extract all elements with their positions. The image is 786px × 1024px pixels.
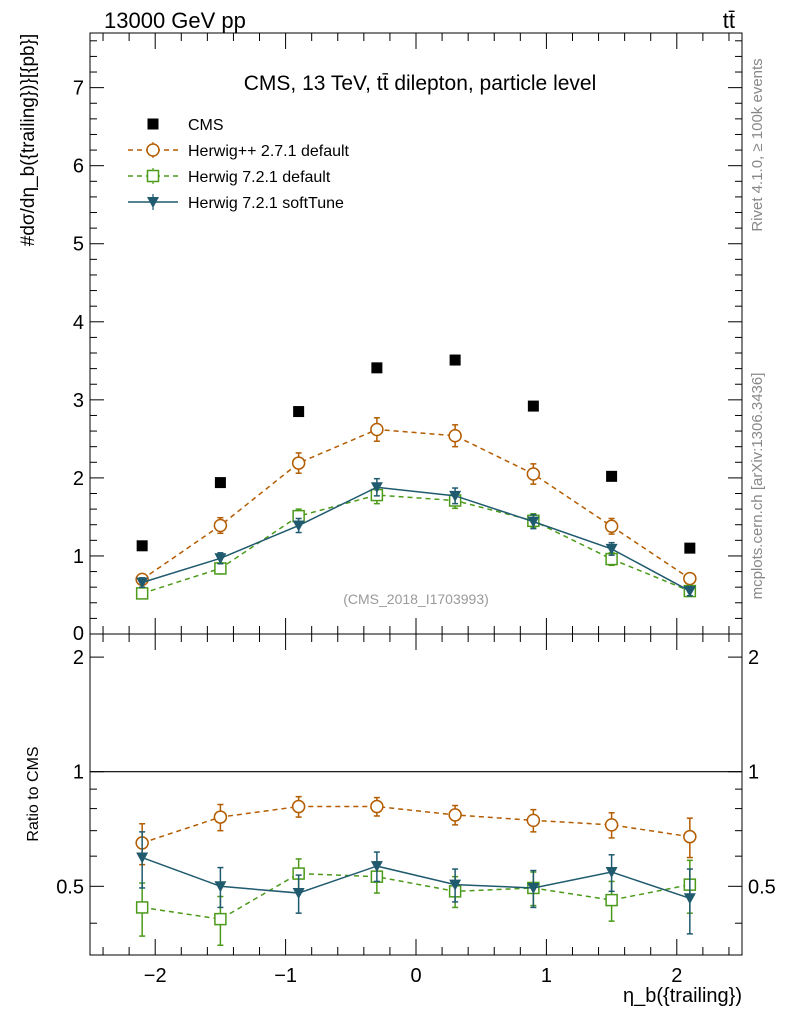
ratio-tick-label-left: 0.5	[56, 876, 84, 898]
ratio-tick-label-right: 0.5	[748, 876, 776, 898]
data-point-herwig-2-7-1-default	[683, 571, 697, 586]
analysis-id: (CMS_2018_I1703993)	[343, 591, 489, 607]
ratio-point-herwig-2-7-1-default	[370, 799, 384, 814]
ratio-point-herwig-2-7-1-default	[291, 799, 306, 814]
legend: CMS Herwig++ 2.7.1 default Herwig 7.2.1 de…	[128, 117, 350, 212]
y-tick-labels: 1 2 3 4 5 6 7 0	[73, 78, 84, 645]
header-process: 13000 GeV pp	[104, 8, 246, 33]
data-point-cms	[684, 542, 696, 554]
y-tick-label: 6	[73, 156, 84, 178]
data-point-cms	[527, 400, 539, 412]
ratio-point-herwig-7-2-1-softtune	[527, 882, 540, 894]
rivet-version-label: Rivet 4.1.0, ≥ 100k events	[749, 58, 766, 231]
data-point-cms	[371, 362, 383, 374]
data-point-herwig-7-2-1-softtune	[214, 553, 227, 565]
data-point-herwig-7-2-1-softtune	[136, 577, 149, 589]
data-point-herwig-7-2-1-default	[135, 587, 149, 600]
x-axis-ticks	[102, 33, 730, 955]
data-point-cms	[136, 540, 148, 552]
data-point-herwig-7-2-1-default	[214, 562, 227, 575]
y-tick-label: 1	[73, 546, 84, 568]
data-point-herwig-7-2-1-softtune	[292, 520, 305, 532]
chart-title: CMS, 13 TeV, tt̄ dilepton, particle leve…	[244, 72, 597, 95]
main-series-layer	[135, 354, 697, 600]
y-tick-label: 5	[73, 234, 84, 256]
ratio-line-herwig-7-2-1-softtune	[141, 856, 691, 900]
y-tick-label: 4	[73, 312, 84, 334]
data-point-herwig-2-7-1-default	[448, 428, 462, 443]
ratio-point-herwig-7-2-1-softtune	[136, 852, 149, 864]
ratio-point-herwig-2-7-1-default	[526, 813, 541, 828]
data-point-herwig-2-7-1-default	[291, 456, 306, 470]
rivet-label-group: Rivet 4.1.0, ≥ 100k events	[749, 58, 766, 231]
data-point-herwig-7-2-1-softtune	[449, 490, 462, 502]
legend-marker-herwig-7-2-1-default	[146, 169, 160, 183]
series-line-herwig-2-7-1-default	[141, 428, 691, 580]
ratio-point-herwig-2-7-1-default	[448, 808, 462, 822]
ratio-point-herwig-7-2-1-default	[605, 893, 618, 907]
ratio-y-label-text: Ratio to CMS	[25, 746, 42, 841]
ratio-point-herwig-7-2-1-default	[214, 912, 227, 926]
data-point-cms	[214, 477, 226, 489]
mcplots-label-group: mcplots.cern.ch [arXiv:1306.3436]	[749, 373, 766, 600]
ratio-point-herwig-7-2-1-softtune	[214, 881, 227, 893]
mcplots-label: mcplots.cern.ch [arXiv:1306.3436]	[749, 373, 766, 600]
ratio-line-herwig-7-2-1-default	[142, 872, 690, 920]
header-channel: tt̄	[723, 8, 735, 33]
ratio-point-herwig-2-7-1-default	[213, 810, 228, 824]
data-point-herwig-7-2-1-softtune	[527, 516, 540, 528]
ratio-point-herwig-2-7-1-default	[604, 818, 619, 832]
ratio-point-herwig-7-2-1-default	[135, 901, 149, 914]
series-line-herwig-7-2-1-softtune	[141, 486, 691, 592]
ratio-series-layer	[135, 795, 697, 947]
ratio-tick-label-right: 2	[748, 647, 759, 669]
y-axis-label-text: #dσ/dη_b({trailing})}[{pb}]	[18, 34, 39, 246]
ratio-line-herwig-2-7-1-default	[141, 805, 690, 844]
data-point-cms	[606, 470, 618, 482]
series-line-herwig-7-2-1-default	[141, 494, 691, 595]
y-tick-label: 3	[73, 390, 84, 412]
ratio-tick-label-right: 1	[748, 762, 759, 784]
legend-marker-cms	[147, 118, 159, 130]
legend-label-herwig-7-2-1-softtune: Herwig 7.2.1 softTune	[188, 195, 344, 212]
data-point-herwig-7-2-1-softtune	[683, 586, 696, 598]
data-point-cms	[293, 406, 305, 418]
data-point-herwig-2-7-1-default	[604, 519, 619, 534]
x-tick-label: 0	[410, 965, 421, 987]
y-axis-label: #dσ/dη_b({trailing})}[{pb}]	[18, 34, 39, 246]
data-point-cms	[449, 354, 461, 366]
ratio-point-herwig-7-2-1-softtune	[292, 888, 305, 900]
ratio-point-herwig-7-2-1-softtune	[605, 867, 618, 879]
legend-marker-herwig-7-2-1-softtune	[147, 197, 159, 208]
ratio-tick-label-left: 2	[73, 647, 84, 669]
data-point-herwig-7-2-1-softtune	[605, 543, 618, 555]
ratio-y-label: Ratio to CMS	[25, 746, 42, 841]
ratio-tick-labels: 0.5 0.5 1 1 2 2	[56, 647, 776, 898]
data-point-herwig-2-7-1-default	[213, 518, 228, 533]
ratio-panel-frame	[89, 633, 743, 956]
data-point-herwig-2-7-1-default	[370, 422, 384, 437]
x-tick-label: −2	[144, 965, 167, 987]
ratio-point-herwig-7-2-1-softtune	[370, 861, 383, 873]
y-tick-label: 2	[73, 468, 84, 490]
x-tick-label: 2	[671, 965, 682, 987]
legend-label-cms: CMS	[188, 117, 224, 134]
y-tick-label: 7	[73, 78, 84, 100]
legend-marker-herwig-2-7-1-default	[146, 143, 160, 157]
data-point-herwig-7-2-1-softtune	[370, 482, 383, 494]
legend-label-herwig-2-7-1-default: Herwig++ 2.7.1 default	[188, 143, 350, 160]
x-axis-label: η_b({trailing})	[623, 985, 742, 1007]
data-point-herwig-2-7-1-default	[526, 467, 541, 481]
y-tick-label: 0	[73, 623, 84, 645]
main-axis-ticks	[90, 40, 742, 619]
ratio-point-herwig-7-2-1-softtune	[449, 879, 462, 891]
x-tick-label: −1	[274, 965, 297, 987]
legend-label-herwig-7-2-1-default: Herwig 7.2.1 default	[188, 169, 331, 186]
ratio-tick-label-left: 1	[73, 762, 84, 784]
ratio-point-herwig-2-7-1-default	[683, 829, 697, 844]
x-tick-labels: −2 −1 0 1 2	[144, 965, 683, 987]
ratio-point-herwig-7-2-1-softtune	[683, 893, 696, 905]
x-tick-label: 1	[541, 965, 552, 987]
